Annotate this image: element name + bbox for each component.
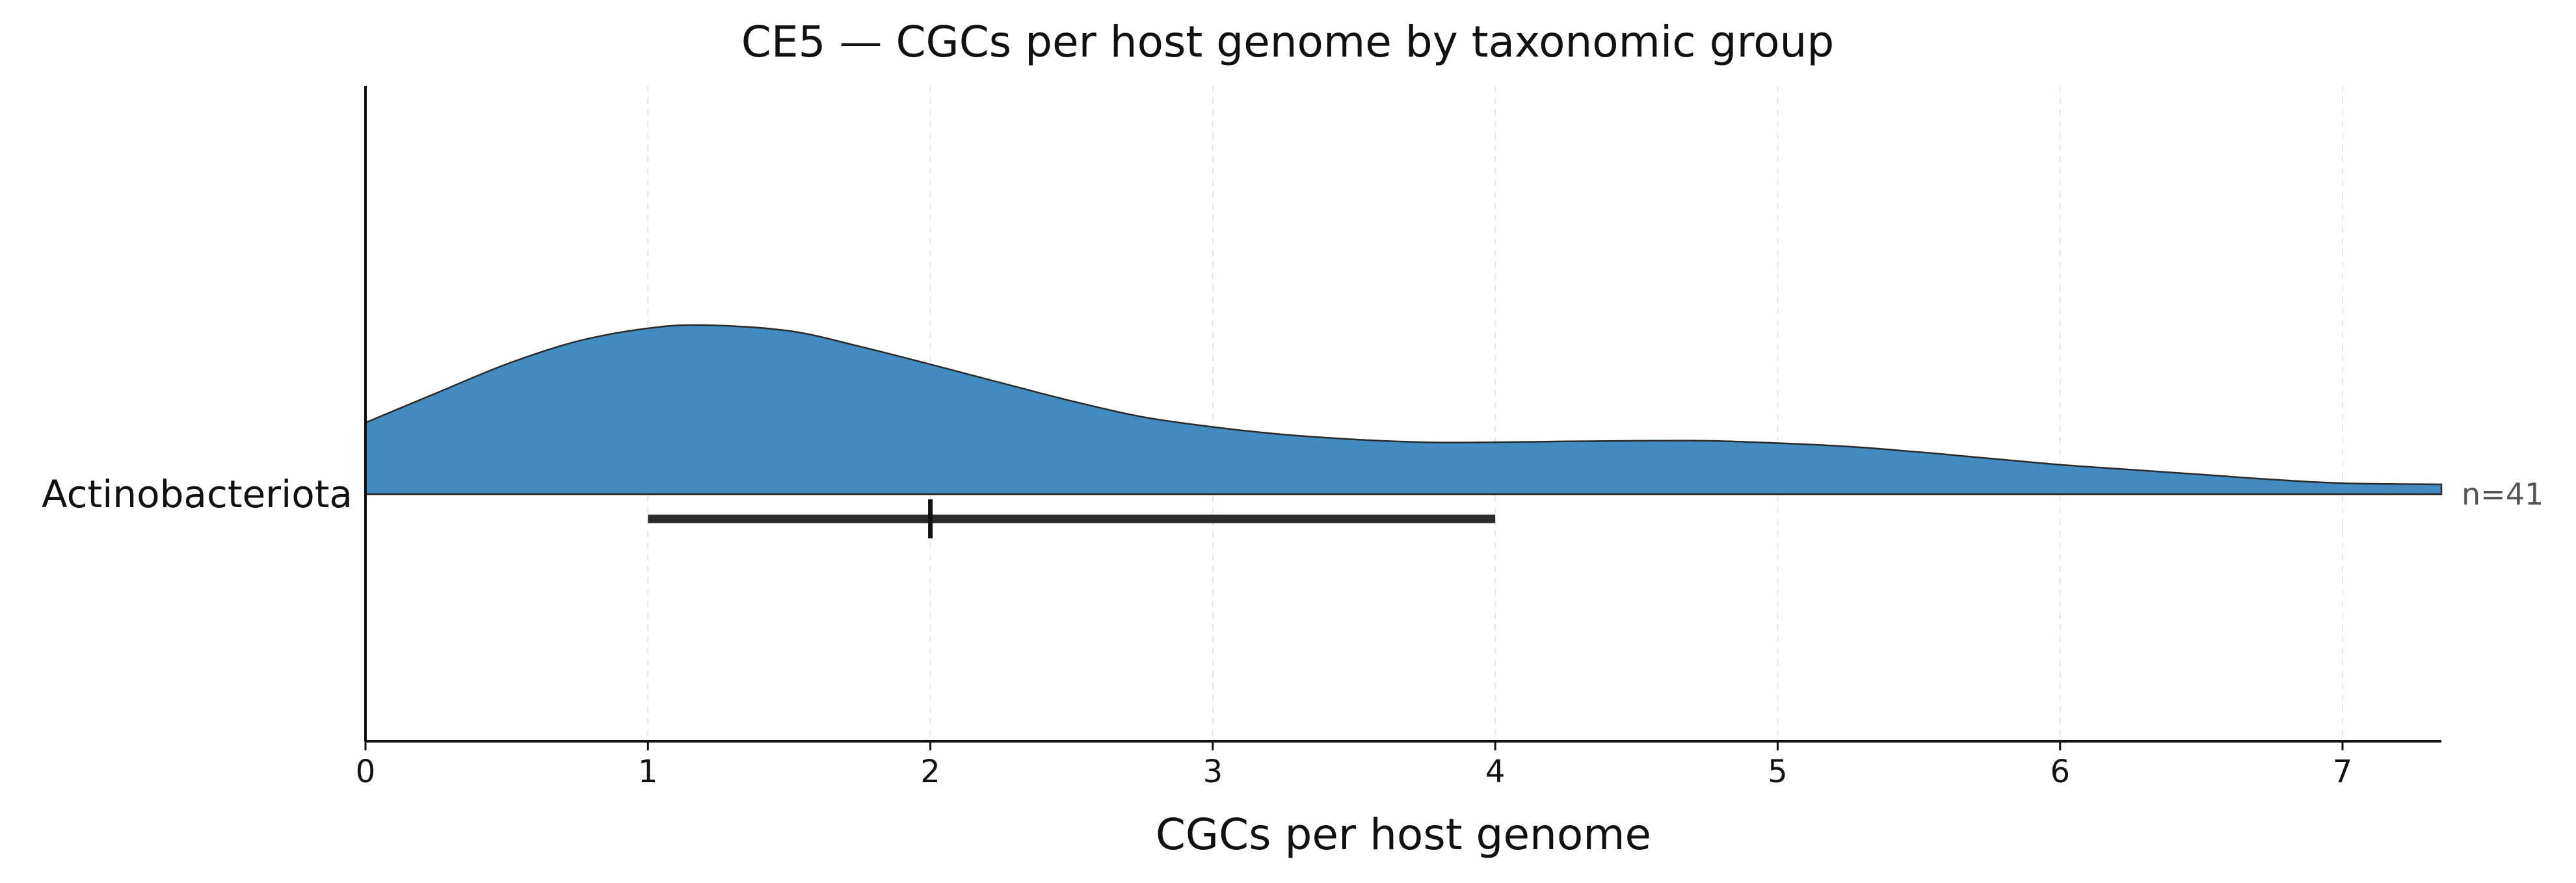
x-tick-label: 2 [920, 754, 940, 790]
count-label: n=41 [2462, 477, 2543, 512]
x-tick-label: 5 [1768, 754, 1788, 790]
x-tick-label: 3 [1203, 754, 1223, 790]
x-tick-label: 0 [356, 754, 376, 790]
chart-title: CE5 — CGCs per host genome by taxonomic … [741, 17, 1835, 67]
x-tick-label: 6 [2050, 754, 2070, 790]
axes [364, 86, 2441, 743]
x-tick-label: 1 [638, 754, 658, 790]
density-ridge [364, 324, 2443, 495]
category-label: Actinobacteriota [42, 472, 352, 516]
x-tick-label: 4 [1485, 754, 1506, 790]
x-axis-label: CGCs per host genome [1156, 810, 1651, 860]
plot-area: Actinobacteriota n=41 [42, 324, 2543, 538]
x-axis-ticks: 0 1 2 3 4 5 6 7 [356, 741, 2353, 790]
x-tick-label: 7 [2333, 754, 2353, 790]
